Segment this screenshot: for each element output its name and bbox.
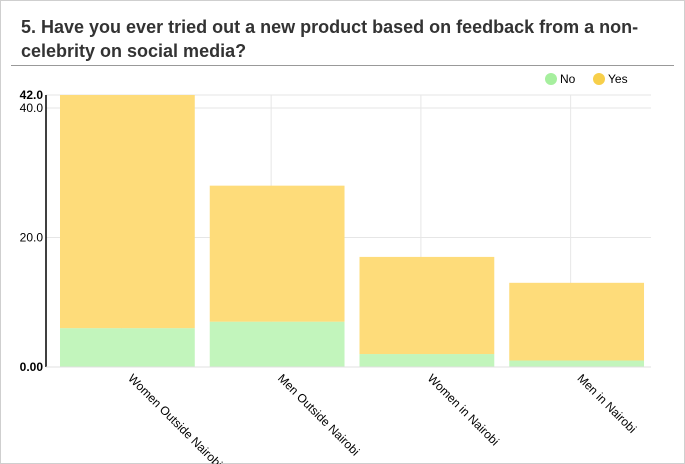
legend-label-no[interactable]: No	[560, 72, 576, 86]
chart-title: 5. Have you ever tried out a new product…	[21, 17, 639, 61]
bar-no-women-outside-nairobi[interactable]	[60, 328, 195, 367]
x-tick-label: Women in Nairobi	[425, 371, 502, 448]
legend[interactable]: No Yes	[545, 72, 628, 86]
x-tick-label: Women Outside Nairobi	[125, 371, 225, 464]
bar-yes-men-outside-nairobi[interactable]	[209, 185, 345, 322]
y-tick-label: 0.00	[20, 360, 44, 374]
legend-swatch-no[interactable]	[545, 73, 557, 85]
x-tick-label: Men Outside Nairobi	[275, 371, 362, 458]
bar-no-men-in-nairobi[interactable]	[509, 360, 645, 367]
y-tick-label: 20.0	[20, 230, 44, 244]
title-divider	[11, 65, 674, 66]
bar-no-women-in-nairobi[interactable]	[359, 354, 495, 367]
x-tick-labels: Women Outside Nairobi Men Outside Nairobi…	[125, 371, 639, 464]
bars	[60, 95, 645, 367]
legend-label-yes[interactable]: Yes	[608, 72, 628, 86]
axes	[45, 95, 651, 368]
bar-yes-women-in-nairobi[interactable]	[359, 256, 495, 355]
y-tick-label: 40.0	[20, 101, 44, 115]
bar-yes-women-outside-nairobi[interactable]	[60, 95, 195, 329]
bar-no-men-outside-nairobi[interactable]	[209, 321, 345, 367]
y-tick-labels: 0.00 20.0 40.042.0	[20, 88, 44, 374]
x-tick-label: Men in Nairobi	[575, 371, 640, 436]
y-max-label: 42.0	[20, 88, 44, 102]
legend-swatch-yes[interactable]	[593, 73, 605, 85]
bar-yes-men-in-nairobi[interactable]	[509, 282, 645, 361]
